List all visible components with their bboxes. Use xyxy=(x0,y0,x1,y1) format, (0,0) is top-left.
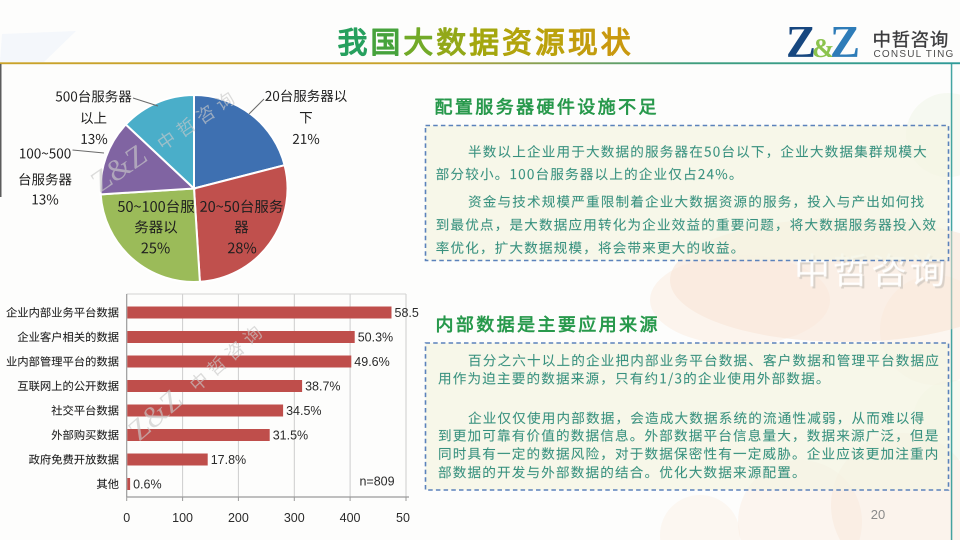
svg-text:17.8%: 17.8% xyxy=(211,453,246,467)
svg-text:50.3%: 50.3% xyxy=(358,330,393,344)
svg-text:CONSUL TING: CONSUL TING xyxy=(874,49,955,60)
svg-text:31.5%: 31.5% xyxy=(273,428,308,442)
svg-text:49.6%: 49.6% xyxy=(354,355,389,369)
svg-text:38.7%: 38.7% xyxy=(305,379,340,393)
svg-text:58.5: 58.5 xyxy=(395,306,419,320)
svg-text:n=809: n=809 xyxy=(359,475,394,489)
svg-text:50: 50 xyxy=(396,511,410,525)
svg-text:100: 100 xyxy=(172,511,193,525)
svg-text:20: 20 xyxy=(871,507,885,522)
svg-text:400: 400 xyxy=(340,511,361,525)
svg-text:&: & xyxy=(812,33,835,63)
svg-text:Z: Z xyxy=(830,17,860,67)
svg-text:34.5%: 34.5% xyxy=(286,404,321,418)
svg-text:200: 200 xyxy=(228,511,249,525)
svg-text:0: 0 xyxy=(123,511,130,525)
svg-text:300: 300 xyxy=(284,511,305,525)
svg-text:0.6%: 0.6% xyxy=(133,477,162,491)
svg-text:Z: Z xyxy=(786,17,816,67)
